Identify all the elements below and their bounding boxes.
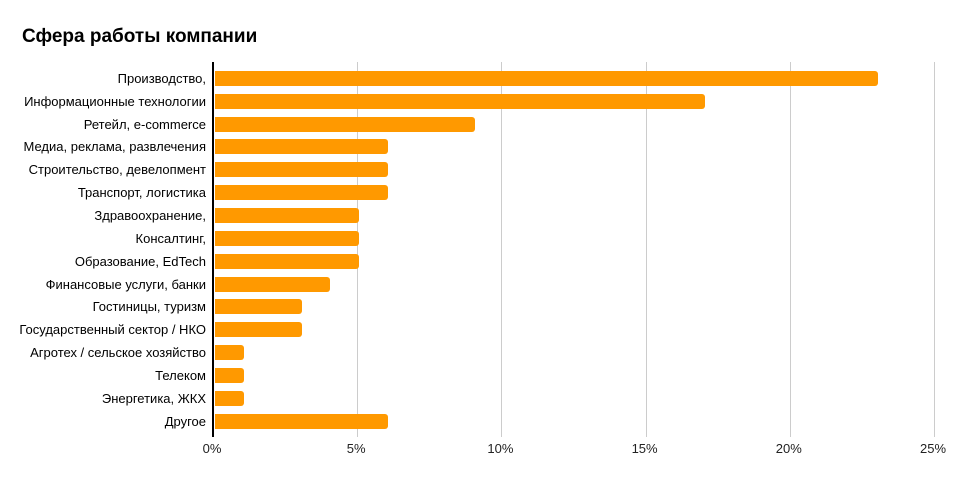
- category-label: Финансовые услуги, банки: [45, 276, 206, 292]
- category-label: Государственный сектор / НКО: [19, 322, 206, 338]
- category-label: Образование, EdTech: [74, 253, 206, 269]
- bar-track: [213, 345, 934, 361]
- category-label: Другое: [164, 413, 206, 429]
- gridline-15: [645, 62, 647, 437]
- gridline-25: [934, 62, 935, 437]
- bar-row: Строительство, девелопмент: [0, 158, 933, 181]
- bar: [215, 253, 360, 269]
- category-label: Строительство, девелопмент: [28, 162, 206, 178]
- category-label: Гостиницы, туризм: [92, 299, 206, 315]
- bar-track: [213, 162, 934, 178]
- bar: [215, 207, 360, 223]
- category-label: Консалтинг,: [135, 230, 206, 246]
- bar-track: [213, 93, 934, 109]
- category-label: Энергетика, ЖКХ: [101, 390, 206, 406]
- bar-row: Телеком: [0, 364, 933, 387]
- bar: [215, 162, 389, 178]
- bar-row: Энергетика, ЖКХ: [0, 387, 933, 410]
- bar: [215, 70, 879, 86]
- bar: [215, 116, 475, 132]
- category-label: Ретейл, e-commerce: [83, 116, 206, 132]
- bar: [215, 276, 331, 292]
- bar-track: [213, 413, 934, 429]
- gridline-5: [357, 62, 359, 437]
- bar: [215, 139, 389, 155]
- x-tick-label: 15%: [631, 441, 658, 456]
- bar: [215, 367, 244, 383]
- bar-track: [213, 367, 934, 383]
- bar: [215, 413, 389, 429]
- bar-track: [213, 185, 934, 201]
- bar-row: Агротех / сельское хозяйство: [0, 341, 933, 364]
- category-label: Телеком: [155, 367, 206, 383]
- bar: [215, 299, 302, 315]
- x-axis-tick-labels: 0% 5% 10% 15% 20% 25%: [203, 441, 946, 459]
- bar-track: [213, 230, 934, 246]
- category-label: Медиа, реклама, развлечения: [23, 139, 206, 155]
- bar-track: [213, 299, 934, 315]
- bar-row: Транспорт, логистика: [0, 181, 933, 204]
- x-tick-label: 5%: [346, 441, 366, 456]
- bar-chart: Производство, Информационные технологии Ре…: [0, 62, 946, 456]
- bar-row: Гостиницы, туризм: [0, 295, 933, 318]
- gridline-10: [501, 62, 503, 437]
- bar-rows-container: Производство, Информационные технологии Ре…: [0, 67, 933, 433]
- bar-track: [213, 322, 934, 338]
- bar: [215, 345, 244, 361]
- bar-track: [213, 139, 934, 155]
- bar-track: [213, 70, 934, 86]
- bar-row: Информационные технологии: [0, 90, 933, 113]
- bar: [215, 390, 244, 406]
- x-tick-label: 25%: [919, 441, 947, 456]
- bar-row: Финансовые услуги, банки: [0, 273, 933, 296]
- x-tick-label: 0%: [202, 441, 222, 456]
- bar-track: [213, 390, 934, 406]
- bar-row: Консалтинг,: [0, 227, 933, 250]
- bar-row: Образование, EdTech: [0, 250, 933, 273]
- bar: [215, 322, 302, 338]
- bar-row: Здравоохранение,: [0, 204, 933, 227]
- category-label: Здравоохранение,: [94, 207, 206, 223]
- category-label: Информационные технологии: [24, 93, 206, 109]
- bar-track: [213, 253, 934, 269]
- bar-row: Другое: [0, 410, 933, 433]
- bar: [215, 230, 360, 246]
- bar-track: [213, 207, 934, 223]
- bar-track: [213, 276, 934, 292]
- chart-title: Сфера работы компании: [22, 26, 258, 47]
- category-label: Агротех / сельское хозяйство: [30, 345, 206, 361]
- bar-row: Ретейл, e-commerce: [0, 113, 933, 136]
- bar-row: Государственный сектор / НКО: [0, 318, 933, 341]
- bar: [215, 93, 706, 109]
- category-label: Транспорт, логистика: [77, 185, 206, 201]
- bar-track: [213, 116, 934, 132]
- x-tick-label: 10%: [487, 441, 514, 456]
- gridline-20: [789, 62, 791, 437]
- x-tick-label: 20%: [775, 441, 802, 456]
- plot-area: [212, 62, 935, 437]
- bar: [215, 185, 389, 201]
- category-label: Производство,: [117, 70, 206, 86]
- bar-row: Производство,: [0, 67, 933, 90]
- bar-row: Медиа, реклама, развлечения: [0, 136, 933, 159]
